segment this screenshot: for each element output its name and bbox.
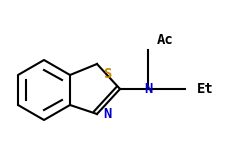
- Text: Et: Et: [197, 82, 213, 96]
- Text: S: S: [103, 67, 111, 81]
- Text: Ac: Ac: [157, 33, 173, 47]
- Text: N: N: [103, 107, 111, 121]
- Text: N: N: [144, 82, 152, 96]
